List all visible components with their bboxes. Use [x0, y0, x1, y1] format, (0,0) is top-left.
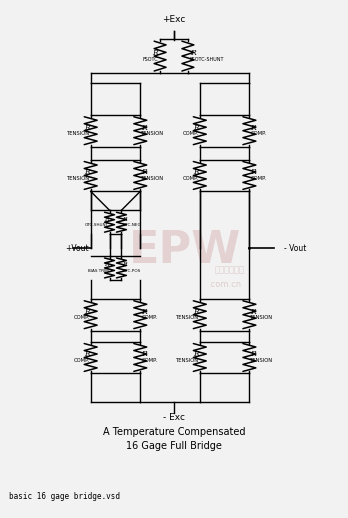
Text: OTC-NEG: OTC-NEG	[122, 223, 141, 227]
Text: R: R	[141, 308, 147, 315]
Text: COMP.: COMP.	[183, 176, 199, 181]
Text: R: R	[193, 168, 199, 177]
Text: OTC-SHUNT: OTC-SHUNT	[85, 223, 109, 227]
Text: TENSION: TENSION	[141, 131, 164, 136]
Text: R: R	[84, 168, 90, 177]
Text: R: R	[152, 49, 158, 57]
Text: +Exc: +Exc	[162, 15, 186, 24]
Text: - Vout: - Vout	[284, 243, 307, 253]
Text: R: R	[193, 351, 199, 358]
Text: TENSION: TENSION	[250, 358, 274, 363]
Text: R: R	[104, 263, 109, 267]
Text: COMP.: COMP.	[141, 315, 157, 320]
Text: R: R	[141, 168, 147, 177]
Text: TENSION: TENSION	[250, 315, 274, 320]
Text: R: R	[84, 124, 90, 132]
Text: .com.cn: .com.cn	[208, 280, 241, 290]
Text: EPW: EPW	[129, 228, 241, 271]
Text: R: R	[250, 351, 256, 358]
Text: TENSION: TENSION	[66, 176, 90, 181]
Text: COMP.: COMP.	[250, 131, 266, 136]
Text: R: R	[250, 168, 256, 177]
Text: R: R	[104, 217, 109, 222]
Text: COMP.: COMP.	[250, 176, 266, 181]
Text: COMP.: COMP.	[74, 315, 90, 320]
Text: FSOTC-SHUNT: FSOTC-SHUNT	[190, 56, 224, 62]
Text: R: R	[141, 351, 147, 358]
Text: 电子发品世界: 电子发品世界	[215, 265, 245, 275]
Text: COMP.: COMP.	[141, 358, 157, 363]
Text: R: R	[141, 124, 147, 132]
Text: R: R	[84, 351, 90, 358]
Text: TENSION: TENSION	[66, 131, 90, 136]
Text: basic 16 gage bridge.vsd: basic 16 gage bridge.vsd	[9, 492, 120, 501]
Text: TENSION: TENSION	[176, 358, 199, 363]
Text: R: R	[250, 124, 256, 132]
Text: FSOTC: FSOTC	[142, 56, 158, 62]
Text: R: R	[122, 263, 127, 267]
Text: COMP.: COMP.	[74, 358, 90, 363]
Text: R: R	[122, 217, 127, 222]
Text: OTC-POS: OTC-POS	[122, 269, 141, 273]
Text: TENSION: TENSION	[176, 315, 199, 320]
Text: R: R	[193, 124, 199, 132]
Text: R: R	[190, 49, 196, 57]
Text: R: R	[250, 308, 256, 315]
Text: R: R	[193, 308, 199, 315]
Text: - Exc: - Exc	[163, 413, 185, 422]
Text: COMP.: COMP.	[183, 131, 199, 136]
Text: TENSION: TENSION	[141, 176, 164, 181]
Text: R: R	[84, 308, 90, 315]
Text: +Vout: +Vout	[65, 243, 89, 253]
Text: A Temperature Compensated
16 Gage Full Bridge: A Temperature Compensated 16 Gage Full B…	[103, 427, 245, 451]
Text: BIAS TRIM: BIAS TRIM	[88, 269, 109, 273]
